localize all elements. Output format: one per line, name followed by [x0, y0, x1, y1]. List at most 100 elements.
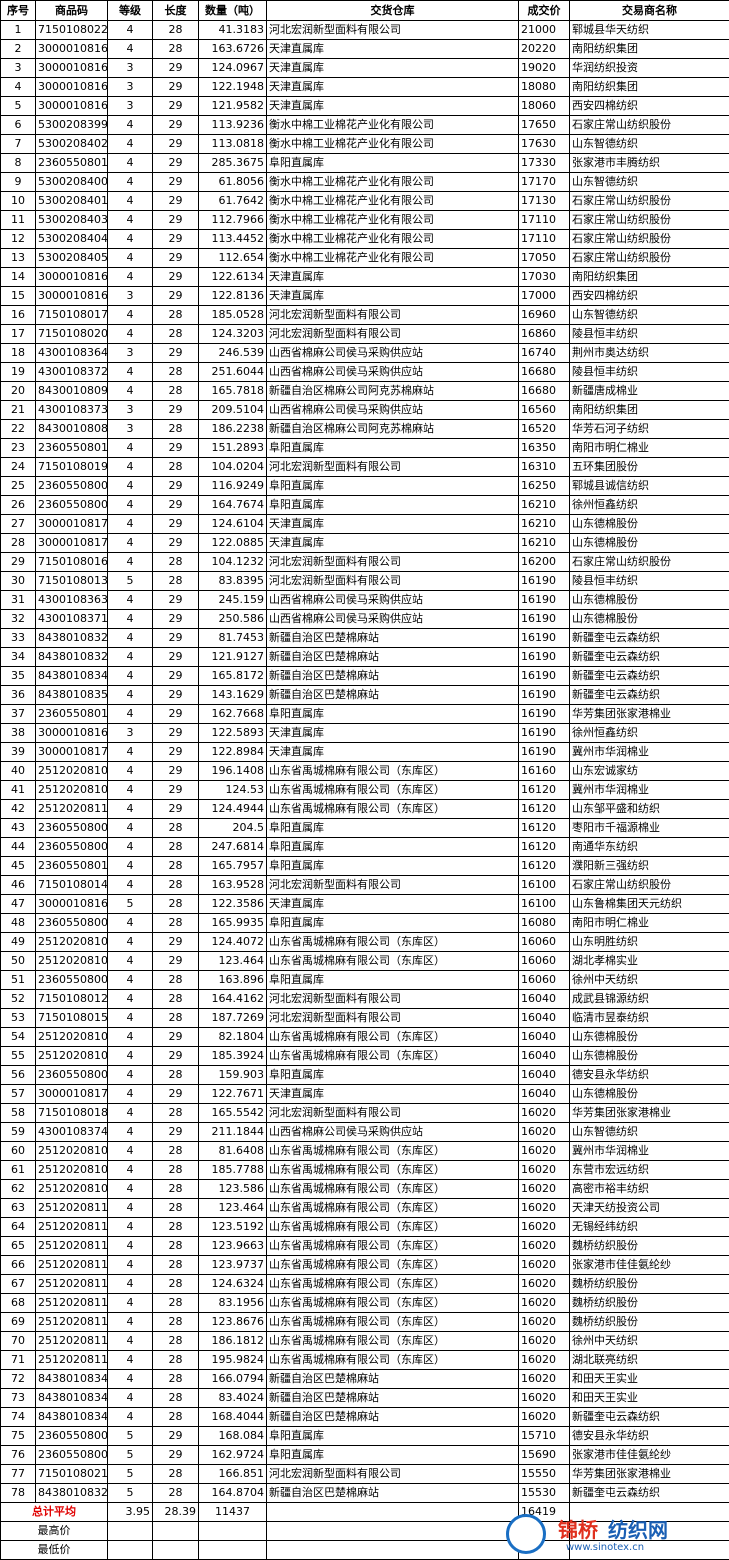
cell: 山西省棉麻公司侯马采购供应站 [266, 362, 519, 382]
cell: 37 [0, 704, 36, 724]
cell: 185.0528 [198, 305, 267, 325]
cell: 124.6324 [198, 1274, 267, 1294]
table-row: 57 30000108172 4 29 122.7671 天津直属库 16040 山东德棉股份 [0, 1084, 729, 1104]
cell: 25120208107 [35, 1160, 108, 1180]
table-row: 77 7150108021 5 28 166.851 河北宏润新型面料有限公司 15550 华… [0, 1464, 729, 1484]
cell: 67 [0, 1274, 36, 1294]
cell: 16190 [518, 742, 570, 762]
cell: 30000108162 [35, 39, 108, 59]
cell: 天津直属库 [266, 77, 519, 97]
cell: 30000108172 [35, 1084, 108, 1104]
cell: 25120208116 [35, 1293, 108, 1313]
cell: 28 [152, 1255, 199, 1275]
cell: 29 [152, 229, 199, 249]
cell: 高密市裕丰纺织 [569, 1179, 729, 1199]
cell: 29 [152, 932, 199, 952]
cell: 东营市宏远纺织 [569, 1160, 729, 1180]
cell: 25120208109 [35, 1179, 108, 1199]
cell: 30000108166 [35, 723, 108, 743]
cell: 山东德棉股份 [569, 514, 729, 534]
cell: 五环集团股份 [569, 457, 729, 477]
cell: 28 [152, 1160, 199, 1180]
cell: 123.464 [198, 951, 267, 971]
table-row: 13 5300208405 4 29 112.654 衡水中棉工业棉花产业化有限公司 170… [0, 248, 729, 268]
table-row: 67 25120208115 4 28 124.6324 山东省禹城棉麻有限公司（东库区）… [0, 1274, 729, 1294]
cell: 4 [107, 704, 153, 724]
cell: 16310 [518, 457, 570, 477]
cell: 28 [152, 970, 199, 990]
cell: 27 [0, 514, 36, 534]
cell: 西安四棉纺织 [569, 96, 729, 116]
cell: 4 [107, 191, 153, 211]
cell: 4 [107, 1388, 153, 1408]
cell: 南阳纺织集团 [569, 400, 729, 420]
cell: 4 [107, 362, 153, 382]
cell: 17130 [518, 191, 570, 211]
cell: 山东智德纺织 [569, 134, 729, 154]
cell: 32 [0, 609, 36, 629]
table-row: 12 5300208404 4 29 113.4452 衡水中棉工业棉花产业化有限公司 17… [0, 229, 729, 249]
cell: 山东宏诚家纺 [569, 761, 729, 781]
cell: 4 [107, 438, 153, 458]
watermark-url: www.sinotex.cn [566, 1542, 645, 1553]
cell: 29 [152, 666, 199, 686]
cell: 11 [0, 210, 36, 230]
cell: 83.1956 [198, 1293, 267, 1313]
cell: 29 [0, 552, 36, 572]
cell: 51 [0, 970, 36, 990]
cell: 65 [0, 1236, 36, 1256]
cell: 28 [152, 818, 199, 838]
cell: 山东省禹城棉麻有限公司（东库区） [266, 1274, 519, 1294]
cell: 湖北联亮纺织 [569, 1350, 729, 1370]
cell: 16190 [518, 628, 570, 648]
cell: 28 [152, 1236, 199, 1256]
cell: 25120208112 [35, 1217, 108, 1237]
cell: 成武县锦源纺织 [569, 989, 729, 1009]
cell: 衡水中棉工业棉花产业化有限公司 [266, 229, 519, 249]
cell: 河北宏润新型面料有限公司 [266, 571, 519, 591]
cell: 16020 [518, 1179, 570, 1199]
cell: 25120208110 [35, 799, 108, 819]
cell: 29 [152, 780, 199, 800]
cell: 47 [0, 894, 36, 914]
cell: 山西省棉麻公司侯马采购供应站 [266, 343, 519, 363]
table-row: 68 25120208116 4 28 83.1956 山东省禹城棉麻有限公司（东库区） 1… [0, 1293, 729, 1313]
cell: 5 [0, 96, 36, 116]
cell: 山东省禹城棉麻有限公司（东库区） [266, 1312, 519, 1332]
cell: 16160 [518, 761, 570, 781]
cell: 山东德棉股份 [569, 1027, 729, 1047]
table-row: 23 23605508011 4 29 151.2893 阜阳直属库 16350 南阳市明仁棉… [0, 438, 729, 458]
cell: 张家港市佳佳氨纶纱 [569, 1445, 729, 1465]
cell: 122.3586 [198, 894, 267, 914]
cell: 30 [0, 571, 36, 591]
cell: 山东省禹城棉麻有限公司（东库区） [266, 951, 519, 971]
table-row: 41 25120208101 4 29 124.53 山东省禹城棉麻有限公司（东库区） 16… [0, 780, 729, 800]
cell: 29 [152, 1445, 199, 1465]
cell: 4 [107, 913, 153, 933]
cell: 186.1812 [198, 1331, 267, 1351]
cell: 16960 [518, 305, 570, 325]
cell: 53 [0, 1008, 36, 1028]
cell: 84380108328 [35, 647, 108, 667]
cell: 阜阳直属库 [266, 1426, 519, 1446]
cell: 112.654 [198, 248, 267, 268]
table-body: 1 7150108022 4 28 41.3183 河北宏润新型面料有限公司 21000 郓城… [0, 20, 729, 1560]
cell: 冀州市华润棉业 [569, 780, 729, 800]
cell: 阜阳直属库 [266, 1065, 519, 1085]
cell: 16020 [518, 1255, 570, 1275]
cell: 23605508012 [35, 704, 108, 724]
cell: 17330 [518, 153, 570, 173]
cell: 29 [152, 286, 199, 306]
cell: 4300108363 [35, 590, 108, 610]
cell: 28 [152, 552, 199, 572]
cell: 122.0885 [198, 533, 267, 553]
cell: 山西省棉麻公司侯马采购供应站 [266, 400, 519, 420]
cell: 阜阳直属库 [266, 1445, 519, 1465]
cell: 3 [107, 58, 153, 78]
cell: 4300108372 [35, 362, 108, 382]
cell: 33 [0, 628, 36, 648]
cell: 83.8395 [198, 571, 267, 591]
cell: 7150108021 [35, 1464, 108, 1484]
cell: 4 [107, 1065, 153, 1085]
cell: 82.1804 [198, 1027, 267, 1047]
